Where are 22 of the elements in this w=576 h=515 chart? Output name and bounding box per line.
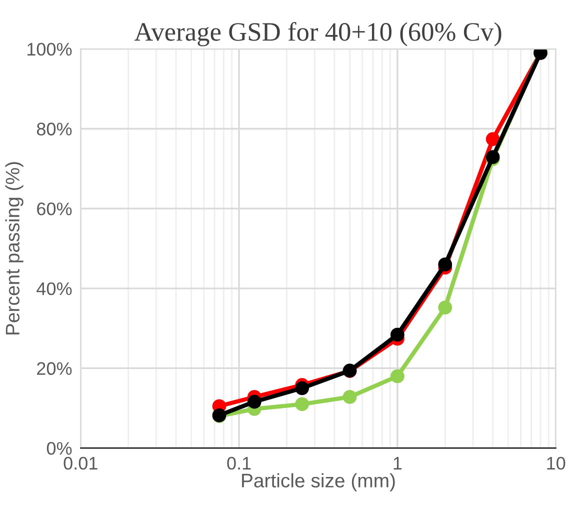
y-tick-label: 80%: [36, 122, 72, 136]
chart-title: Average GSD for 40+10 (60% Cv): [134, 22, 502, 46]
point: [438, 300, 452, 315]
point: [390, 369, 404, 384]
x-axis-title: Particle size (mm): [242, 473, 395, 492]
point: [390, 328, 404, 342]
y-axis-title: Percent passing (%): [5, 162, 24, 334]
y-tick-label: 60%: [37, 202, 72, 216]
y-tick-label: 40%: [36, 282, 72, 296]
point: [486, 132, 500, 146]
point: [295, 381, 310, 396]
x-tick-label: 10: [547, 456, 566, 470]
x-tick-label: 0.01: [64, 456, 98, 470]
x-tick-label: 0.1: [227, 456, 251, 470]
point: [342, 390, 357, 404]
point: [295, 397, 310, 412]
y-tick-label: 0%: [46, 442, 72, 455]
y-tick-label: 20%: [37, 362, 72, 375]
point: [438, 258, 452, 272]
x-tick-label: 1: [394, 457, 402, 470]
y-tick-label: 100%: [28, 42, 72, 56]
point: [247, 394, 262, 409]
